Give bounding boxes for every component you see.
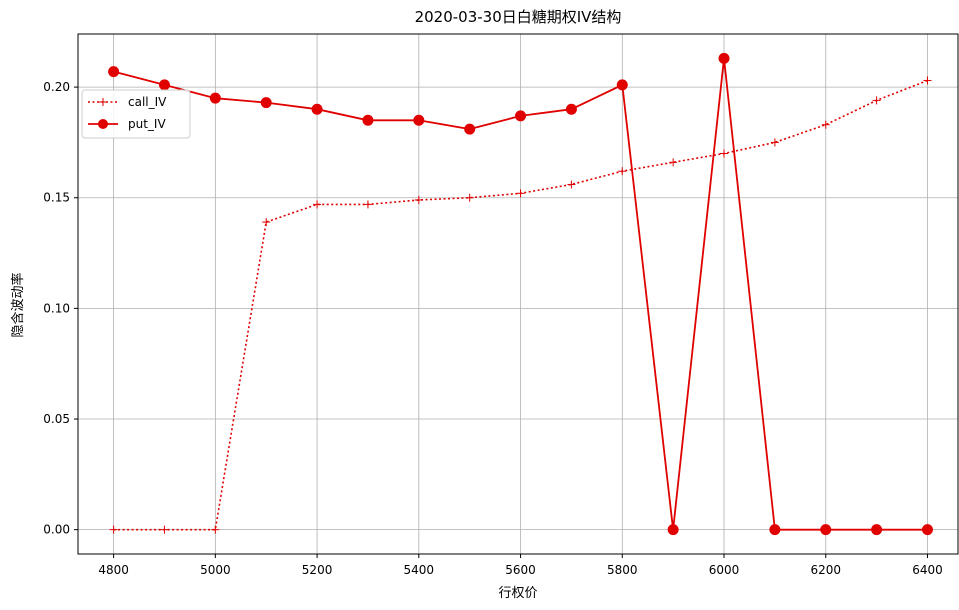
x-axis-label: 行权价: [498, 585, 537, 601]
series-put_IV: [108, 52, 933, 536]
x-tick-label: 5600: [505, 563, 536, 577]
legend-box: [81, 89, 191, 139]
y-tick-label: 0.05: [43, 412, 70, 426]
x-tick-label: 5400: [404, 563, 435, 577]
put_IV-point: [769, 524, 781, 536]
call_IV-point: [669, 158, 678, 167]
chart-title: 2020-03-30日白糖期权IV结构: [415, 8, 622, 26]
ticks: 4800 5000 5200 5400 5600 5800 6000 6200 6400 0.00…: [43, 80, 942, 577]
call_IV-point: [567, 180, 576, 189]
call_IV-point: [770, 138, 779, 147]
put_IV-point: [464, 123, 476, 135]
series-layer: [108, 52, 933, 536]
put_IV-point: [260, 97, 272, 109]
call_IV-point: [160, 525, 169, 534]
put_IV-point: [871, 524, 883, 536]
call_IV-point: [720, 149, 729, 158]
x-tick-label: 4800: [98, 563, 129, 577]
y-tick-label: 0.15: [43, 191, 70, 205]
put_IV-point: [616, 79, 628, 91]
put_IV-point: [311, 103, 323, 115]
put_IV-point: [515, 110, 527, 122]
call_IV-point: [211, 525, 220, 534]
call_IV-point: [516, 189, 525, 198]
y-tick-label: 0.10: [43, 301, 70, 315]
put_IV-point: [362, 114, 374, 126]
call_IV-point: [465, 193, 474, 202]
put_IV-point: [108, 66, 120, 78]
x-tick-label: 6000: [709, 563, 740, 577]
put_IV-point: [209, 92, 221, 104]
put_IV-point: [820, 524, 832, 536]
call_IV-point: [923, 76, 932, 85]
put_IV-point: [565, 103, 577, 115]
x-tick-label: 5000: [200, 563, 231, 577]
legend-marker-call_IV: [99, 98, 107, 106]
legend-label-put_IV: put_IV: [128, 117, 166, 131]
legend-marker-put_IV: [98, 119, 108, 129]
call_IV-point: [363, 200, 372, 209]
put_IV-point: [413, 114, 425, 126]
call_IV-point: [821, 120, 830, 129]
legend: call_IV put_IV: [81, 89, 191, 139]
call_IV-point: [414, 195, 423, 204]
call_IV-point: [872, 96, 881, 105]
y-axis-label: 隐含波动率: [10, 272, 26, 337]
put_IV-point: [667, 524, 679, 536]
plot-frame: [77, 33, 959, 555]
x-tick-label: 5800: [607, 563, 638, 577]
put_IV-point: [718, 52, 730, 64]
x-tick-label: 6200: [810, 563, 841, 577]
call_IV-point: [618, 167, 627, 176]
y-tick-label: 0.00: [43, 523, 70, 537]
legend-label-call_IV: call_IV: [128, 95, 167, 109]
put_IV-point: [921, 524, 933, 536]
x-tick-label: 6400: [912, 563, 943, 577]
call_IV-point: [262, 218, 271, 227]
series-call_IV: [109, 76, 932, 534]
put_IV-point: [158, 79, 170, 91]
call_IV-point: [313, 200, 322, 209]
x-tick-label: 5200: [302, 563, 333, 577]
y-tick-label: 0.20: [43, 80, 70, 94]
call_IV-point: [109, 525, 118, 534]
